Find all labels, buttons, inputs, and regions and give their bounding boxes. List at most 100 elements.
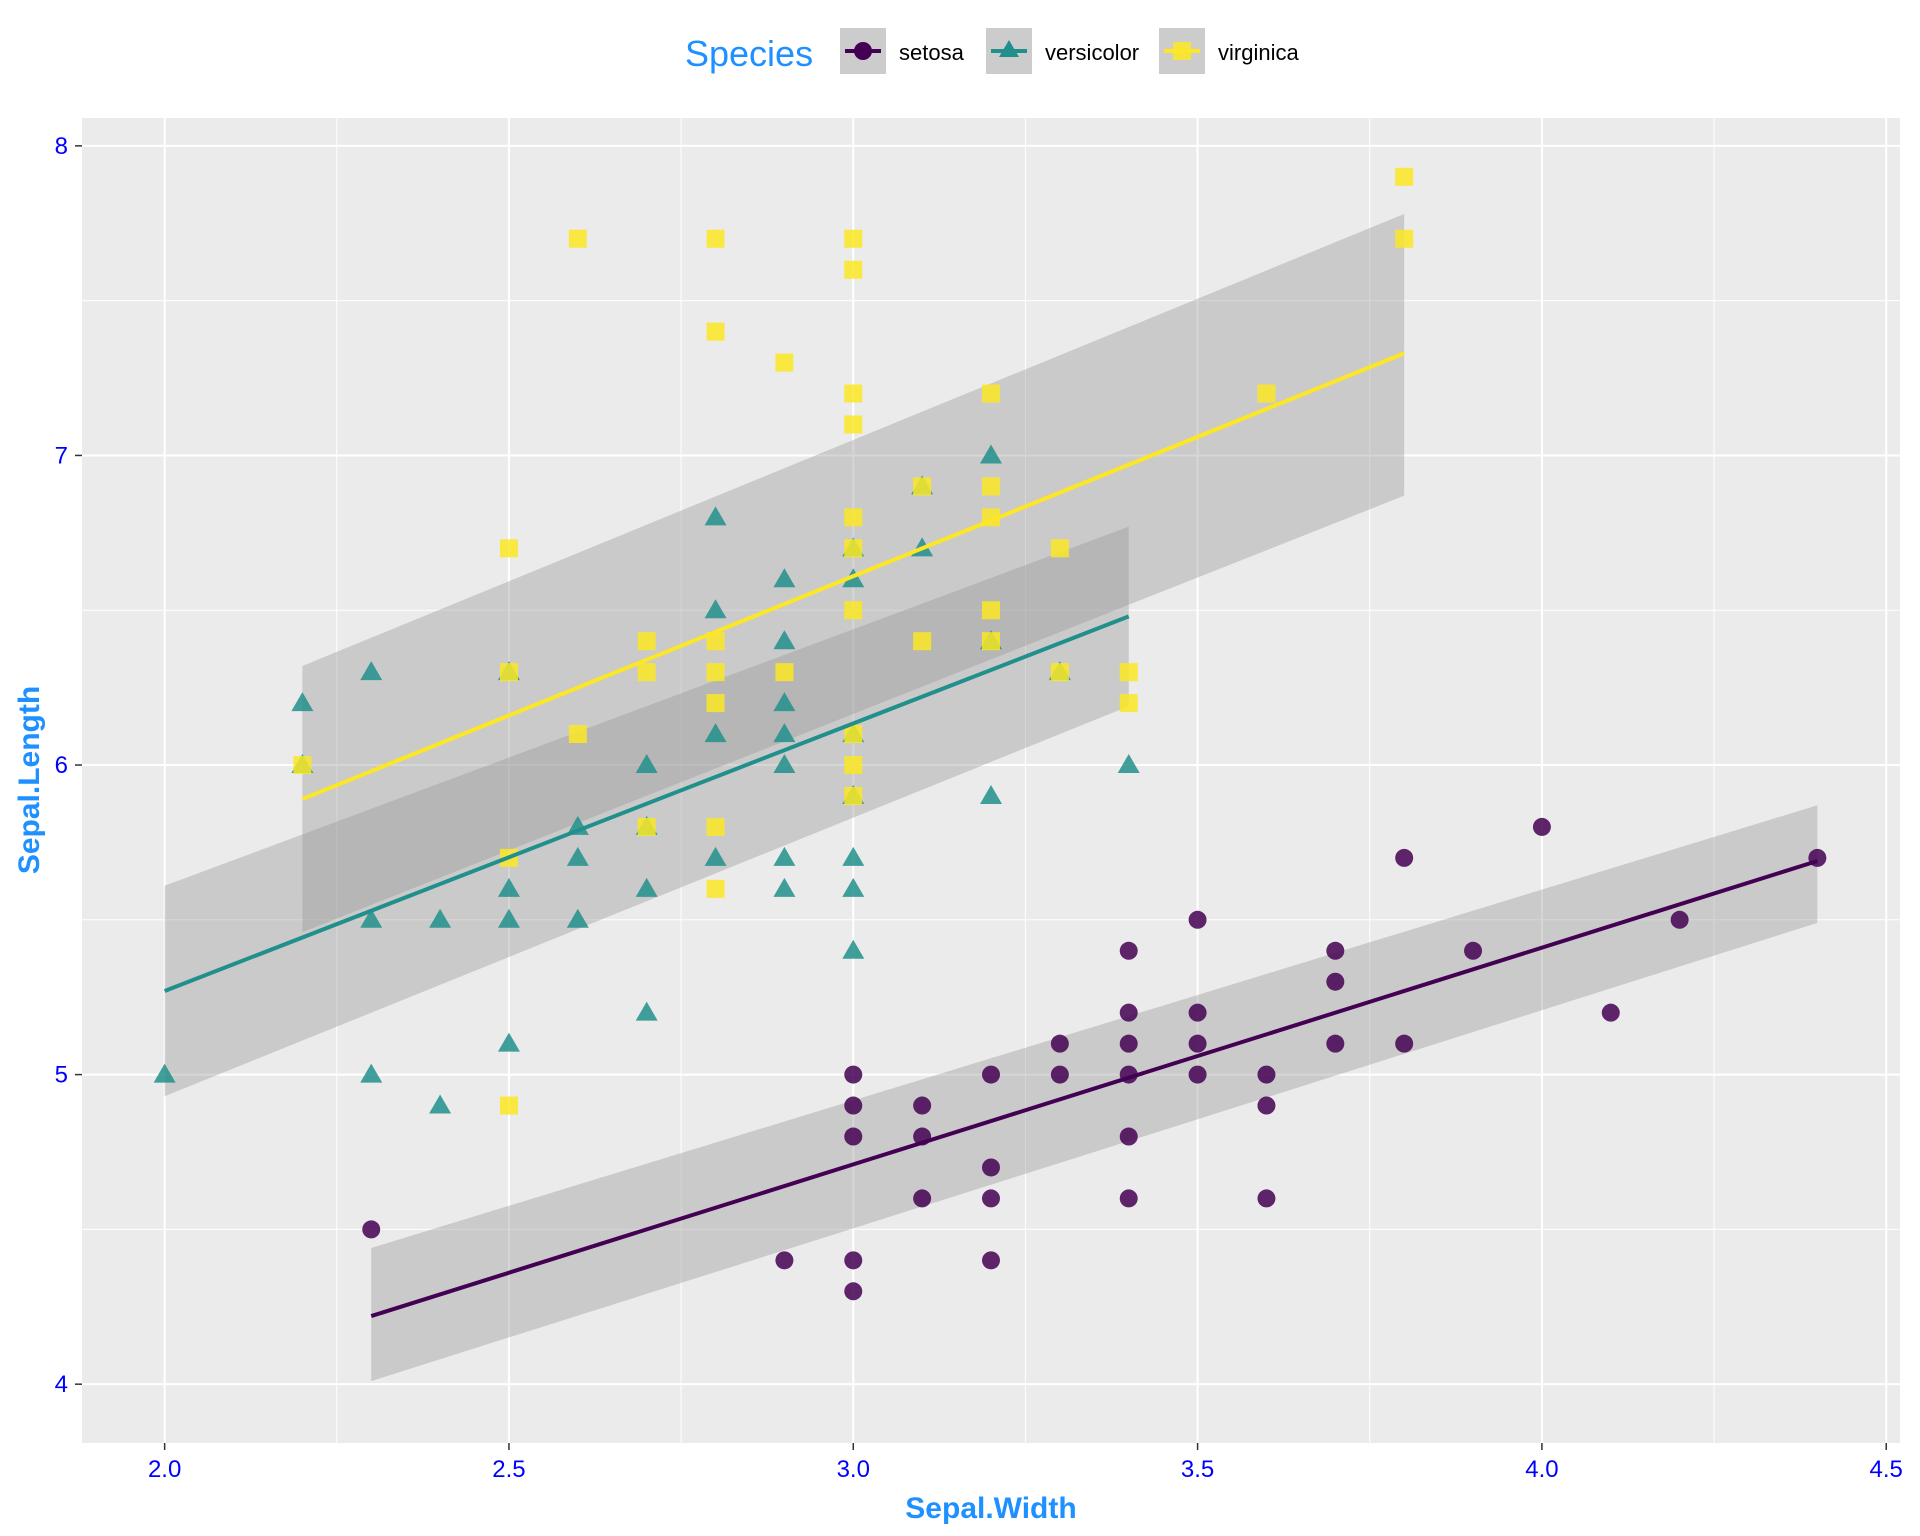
point-versicolor bbox=[773, 846, 796, 866]
point-setosa bbox=[1119, 1189, 1138, 1208]
point-virginica bbox=[499, 663, 518, 682]
point-setosa bbox=[1257, 1096, 1276, 1115]
point-setosa bbox=[1395, 1034, 1414, 1053]
point-virginica bbox=[844, 601, 863, 620]
point-setosa bbox=[982, 1158, 1000, 1177]
point-virginica bbox=[1395, 229, 1414, 248]
point-versicolor bbox=[566, 908, 589, 928]
y-tick-label: 4 bbox=[55, 1371, 68, 1398]
point-virginica bbox=[637, 632, 656, 651]
point-setosa bbox=[1257, 1189, 1276, 1208]
point-versicolor bbox=[635, 1001, 658, 1021]
point-setosa bbox=[1326, 972, 1345, 991]
point-setosa bbox=[1395, 848, 1414, 867]
y-tick-label: 6 bbox=[55, 752, 68, 779]
plot-panel bbox=[82, 118, 1900, 1443]
legend-item-setosa: setosa bbox=[840, 28, 965, 74]
point-virginica bbox=[1119, 663, 1138, 682]
legend-label-versicolor: versicolor bbox=[1045, 40, 1139, 65]
y-tick-label: 7 bbox=[55, 442, 68, 469]
point-virginica bbox=[1050, 663, 1069, 682]
y-tick-label: 8 bbox=[55, 133, 68, 160]
point-versicolor bbox=[497, 877, 520, 897]
point-versicolor bbox=[635, 877, 658, 897]
point-setosa bbox=[1050, 1065, 1069, 1084]
point-setosa bbox=[1532, 817, 1551, 836]
x-axis-ticks: 2.0 2.5 3.0 3.5 4.0 4.5 bbox=[148, 1443, 1903, 1483]
point-setosa bbox=[1188, 1034, 1207, 1053]
x-tick-label: 4.5 bbox=[1870, 1456, 1903, 1483]
point-setosa bbox=[1188, 1065, 1207, 1084]
point-versicolor bbox=[497, 1032, 520, 1052]
point-versicolor bbox=[360, 661, 383, 681]
point-virginica bbox=[844, 260, 863, 279]
point-setosa bbox=[913, 1189, 932, 1208]
regression-line-setosa bbox=[370, 859, 1818, 1318]
point-versicolor bbox=[704, 599, 727, 619]
point-virginica bbox=[844, 229, 863, 248]
point-setosa bbox=[844, 1282, 863, 1301]
point-setosa bbox=[1050, 1034, 1069, 1053]
point-versicolor bbox=[773, 723, 796, 743]
regression-line-virginica bbox=[301, 351, 1405, 801]
x-tick-label: 3.5 bbox=[1181, 1456, 1214, 1483]
point-versicolor bbox=[773, 568, 796, 588]
point-setosa bbox=[362, 1220, 381, 1239]
point-virginica bbox=[293, 756, 312, 775]
point-versicolor bbox=[497, 908, 520, 928]
point-versicolor bbox=[773, 877, 796, 897]
x-axis-title: Sepal.Width bbox=[905, 1492, 1076, 1525]
point-setosa bbox=[1188, 910, 1207, 929]
point-virginica bbox=[982, 477, 1000, 496]
point-versicolor bbox=[980, 444, 1002, 464]
point-virginica bbox=[982, 601, 1000, 620]
point-setosa bbox=[1464, 941, 1483, 960]
point-virginica bbox=[844, 415, 863, 434]
point-virginica bbox=[706, 632, 725, 651]
point-setosa bbox=[1119, 941, 1138, 960]
legend-label-setosa: setosa bbox=[899, 40, 965, 65]
point-virginica bbox=[706, 879, 725, 898]
y-tick-label: 5 bbox=[55, 1062, 68, 1089]
point-setosa bbox=[1119, 1034, 1138, 1053]
point-versicolor bbox=[1117, 754, 1140, 774]
point-versicolor bbox=[360, 908, 383, 928]
point-setosa bbox=[1119, 1127, 1138, 1146]
x-tick-label: 2.0 bbox=[148, 1456, 181, 1483]
point-setosa bbox=[1119, 1003, 1138, 1022]
point-versicolor bbox=[153, 1063, 176, 1083]
point-setosa bbox=[775, 1251, 794, 1270]
point-versicolor bbox=[635, 754, 658, 774]
legend-label-virginica: virginica bbox=[1218, 40, 1299, 65]
x-tick-label: 4.0 bbox=[1525, 1456, 1558, 1483]
point-versicolor bbox=[773, 754, 796, 774]
point-versicolor bbox=[360, 1063, 383, 1083]
point-virginica bbox=[637, 817, 656, 836]
point-setosa bbox=[1257, 1065, 1276, 1084]
point-virginica bbox=[913, 477, 932, 496]
grid-lines bbox=[82, 118, 1900, 1443]
legend-item-versicolor: versicolor bbox=[986, 28, 1139, 74]
point-setosa bbox=[844, 1065, 863, 1084]
point-setosa bbox=[1326, 1034, 1345, 1053]
point-virginica bbox=[499, 539, 518, 558]
point-setosa bbox=[844, 1251, 863, 1270]
point-virginica bbox=[568, 725, 587, 744]
point-setosa bbox=[982, 1189, 1000, 1208]
legend-item-virginica: virginica bbox=[1159, 28, 1299, 74]
point-virginica bbox=[775, 663, 794, 682]
point-virginica bbox=[706, 229, 725, 248]
point-virginica bbox=[1119, 694, 1138, 713]
point-setosa bbox=[1601, 1003, 1620, 1022]
point-virginica bbox=[499, 1096, 518, 1115]
point-virginica bbox=[568, 229, 587, 248]
point-versicolor bbox=[842, 939, 865, 959]
point-virginica bbox=[706, 694, 725, 713]
point-versicolor bbox=[842, 877, 865, 897]
point-virginica bbox=[706, 322, 725, 341]
point-virginica bbox=[844, 786, 863, 805]
x-tick-label: 2.5 bbox=[492, 1456, 525, 1483]
point-virginica bbox=[844, 384, 863, 403]
legend: Species setosa versicolor virginica bbox=[685, 28, 1299, 74]
